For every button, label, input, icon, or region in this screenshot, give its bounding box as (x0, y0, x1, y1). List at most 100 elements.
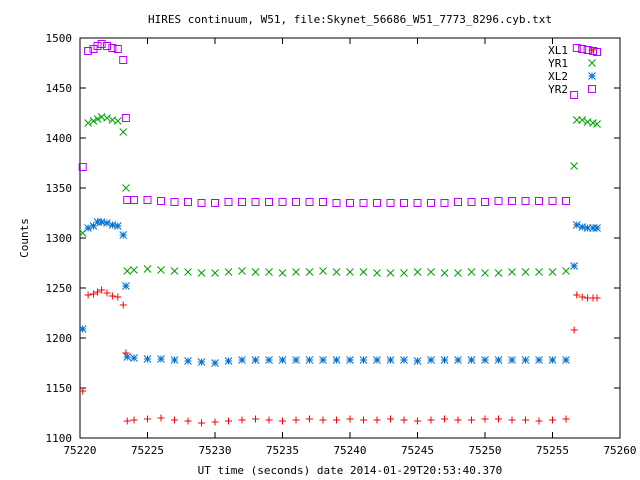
data-point-yr1 (494, 269, 503, 277)
data-point-yr1 (170, 267, 179, 275)
data-point-xl2 (508, 356, 516, 364)
data-point-yr2 (78, 163, 87, 171)
data-point-yr2 (319, 198, 327, 206)
data-point-xl2 (373, 356, 381, 364)
data-point-yr1 (143, 265, 152, 273)
data-point-xl2 (494, 356, 503, 364)
data-point-xl2 (305, 356, 314, 364)
data-point-xl1 (441, 415, 448, 423)
data-point-xl2 (413, 357, 422, 365)
data-point-xl1 (535, 417, 543, 425)
data-point-xl1 (333, 416, 340, 424)
data-point-xl2 (123, 353, 132, 361)
x-axis-label: UT time (seconds) date 2014-01-29T20:53:… (198, 464, 503, 477)
data-point-xl1 (414, 417, 421, 425)
data-point-yr1 (427, 268, 435, 276)
data-point-xl1 (292, 416, 300, 424)
data-point-yr2 (97, 40, 106, 48)
data-point-xl2 (346, 356, 354, 364)
data-point-xl2 (332, 356, 341, 364)
data-point-yr2 (494, 197, 503, 205)
data-point-yr1 (413, 268, 422, 276)
data-point-xl1 (114, 293, 122, 301)
data-point-yr2 (386, 199, 395, 207)
data-point-xl1 (522, 416, 529, 424)
data-point-xl2 (359, 356, 368, 364)
data-point-yr1 (570, 162, 578, 170)
data-point-yr1 (319, 267, 327, 275)
data-point-yr2 (332, 199, 341, 207)
data-point-xl1 (387, 415, 394, 423)
data-point-yr2 (413, 199, 422, 207)
data-point-xl2 (97, 218, 106, 226)
data-point-xl2 (103, 219, 111, 227)
data-point-yr2 (570, 91, 579, 99)
data-point-xl2 (548, 356, 557, 364)
data-point-yr1 (508, 268, 516, 276)
data-point-yr1 (454, 269, 462, 277)
data-point-yr1 (386, 269, 395, 277)
data-point-xl1 (184, 417, 192, 425)
data-point-xl2 (119, 231, 128, 239)
data-point-xl2 (593, 224, 601, 232)
y-tick-label: 1500 (46, 32, 73, 45)
data-point-xl2 (562, 356, 570, 364)
data-point-xl2 (427, 356, 435, 364)
data-point-yr1 (440, 269, 449, 277)
data-point-yr1 (467, 268, 476, 276)
data-point-xl1 (427, 416, 435, 424)
data-point-yr1 (93, 115, 102, 123)
data-point-yr1 (119, 128, 128, 136)
data-point-xl1 (319, 416, 327, 424)
data-point-yr2 (305, 198, 314, 206)
data-point-xl2 (454, 356, 462, 364)
data-point-yr1 (292, 268, 300, 276)
data-point-yr2 (238, 198, 246, 206)
data-point-yr1 (481, 269, 489, 277)
data-point-yr2 (373, 199, 381, 207)
y-tick-label: 1350 (46, 182, 73, 195)
data-point-yr1 (305, 268, 314, 276)
data-point-yr2 (130, 196, 138, 204)
plot-frame (79, 37, 621, 439)
data-point-xl1 (252, 415, 259, 423)
data-point-yr1 (572, 116, 581, 124)
data-point-yr2 (572, 44, 581, 52)
data-point-yr2 (157, 197, 165, 205)
data-point-yr2 (108, 44, 117, 52)
x-tick-label: 75240 (333, 444, 366, 457)
data-point-xl1 (346, 415, 354, 423)
data-point-xl1 (495, 415, 502, 423)
data-point-yr2 (143, 196, 152, 204)
data-point-xl2 (143, 355, 152, 363)
data-point-xl1 (90, 290, 97, 298)
data-point-xl1 (123, 417, 131, 425)
y-tick-label: 1300 (46, 232, 73, 245)
x-tick-label: 75260 (603, 444, 636, 457)
data-point-yr1 (157, 266, 165, 274)
data-point-yr2 (359, 199, 368, 207)
data-point-yr2 (521, 197, 530, 205)
x-tick-label: 75230 (198, 444, 231, 457)
y-tick-label: 1450 (46, 82, 73, 95)
data-point-yr2 (113, 45, 122, 53)
data-point-xl1 (481, 415, 489, 423)
data-point-yr1 (197, 269, 206, 277)
data-point-yr2 (535, 197, 543, 205)
data-point-xl2 (251, 356, 260, 364)
data-point-yr2 (548, 197, 557, 205)
data-point-xl2 (319, 356, 327, 364)
data-point-xl1 (198, 419, 205, 427)
data-point-xl2 (224, 357, 233, 365)
data-point-xl2 (238, 356, 246, 364)
legend-marker-xl1 (588, 46, 596, 54)
data-point-xl2 (265, 356, 273, 364)
data-point-yr2 (593, 48, 602, 56)
data-point-xl1 (79, 387, 87, 395)
data-point-xl2 (84, 224, 92, 232)
data-point-yr1 (332, 268, 341, 276)
data-point-yr2 (427, 199, 435, 207)
data-point-xl2 (157, 355, 165, 363)
data-point-xl1 (549, 416, 556, 424)
